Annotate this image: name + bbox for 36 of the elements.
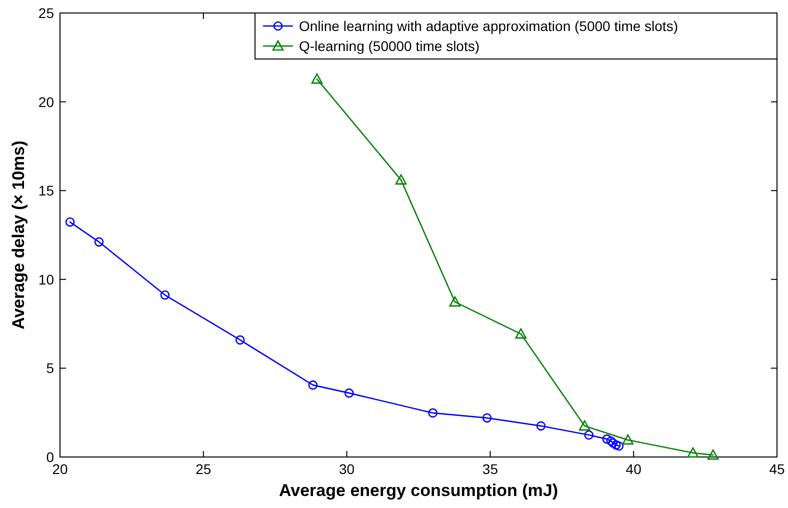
- legend-label: Q-learning (50000 time slots): [299, 38, 480, 54]
- x-tick-label: 30: [339, 461, 355, 477]
- point: [578, 420, 590, 431]
- y-tick-label: 15: [38, 182, 54, 199]
- point: [515, 328, 527, 339]
- point: [160, 290, 170, 300]
- point: [707, 449, 719, 460]
- y-tick-label: 5: [46, 360, 54, 376]
- point: [311, 73, 323, 84]
- point: [614, 441, 624, 451]
- point: [65, 217, 75, 227]
- point: [611, 440, 621, 450]
- point: [94, 237, 104, 247]
- y-tick-label: 10: [38, 271, 54, 288]
- point: [344, 388, 354, 398]
- point: [308, 380, 318, 390]
- y-tick-label: 25: [38, 5, 54, 21]
- point: [536, 421, 546, 431]
- y-axis-title: Average delay (× 10ms): [9, 140, 28, 330]
- point: [235, 335, 245, 345]
- point: [584, 430, 594, 440]
- legend-label: Online learning with adaptive approximation (5000 time slots): [299, 18, 678, 34]
- y-tick-label: 20: [38, 94, 54, 110]
- x-tick-label: 45: [769, 461, 785, 477]
- point: [482, 413, 492, 423]
- point: [687, 447, 699, 458]
- x-axis-title: Average energy consumption (mJ): [279, 481, 558, 500]
- x-tick-label: 25: [196, 461, 212, 477]
- x-tick-label: 35: [482, 461, 498, 477]
- point: [602, 434, 612, 444]
- point: [395, 174, 407, 185]
- y-tick-label: 0: [46, 449, 54, 465]
- point: [428, 408, 438, 418]
- point: [449, 296, 461, 307]
- point: [622, 434, 634, 445]
- x-tick-label: 40: [626, 461, 642, 477]
